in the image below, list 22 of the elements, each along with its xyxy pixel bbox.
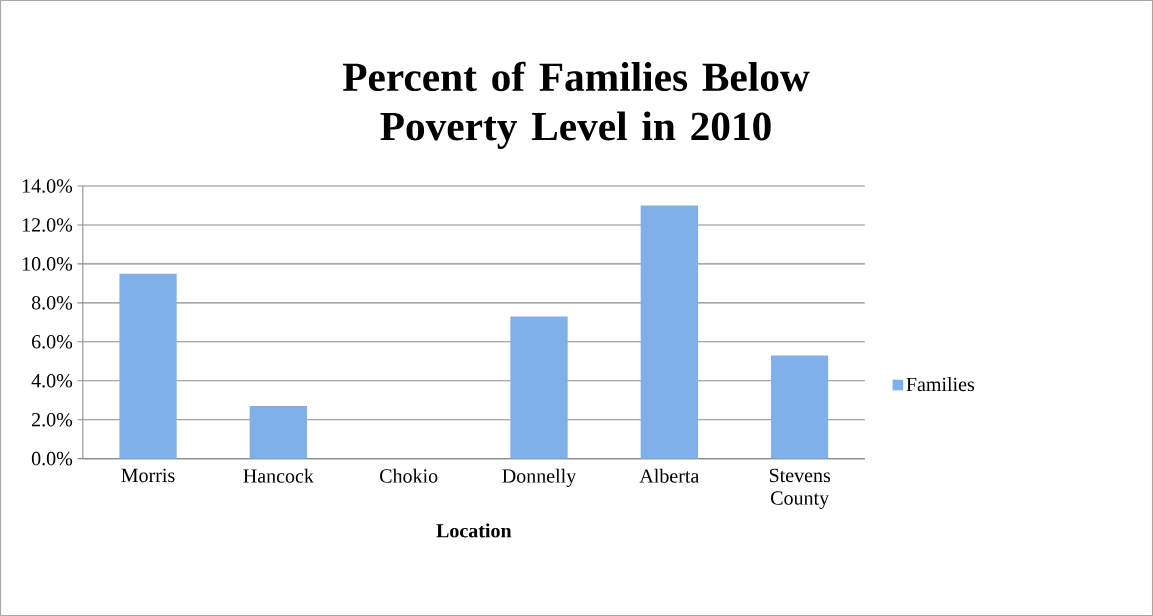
x-axis-title: Location — [436, 523, 512, 538]
y-tick-label: 8.0% — [31, 296, 73, 310]
bar — [510, 316, 568, 459]
bar — [640, 205, 698, 459]
y-tick-label: 4.0% — [31, 373, 73, 388]
legend-label: Families — [906, 377, 975, 392]
y-tick-label: 0.0% — [31, 451, 73, 466]
x-tick-label: Hancock — [243, 468, 314, 483]
bar — [119, 273, 177, 459]
bar — [249, 406, 308, 459]
y-tick-label: 14.0% — [22, 179, 73, 193]
y-tick-label: 10.0% — [22, 257, 73, 271]
y-tick-label: 12.0% — [22, 218, 73, 232]
x-tick-label: Alberta — [639, 468, 700, 483]
x-tick-label: Stevens County — [769, 468, 831, 509]
x-tick-label: Donnelly — [502, 468, 577, 487]
x-tick-label: Chokio — [380, 468, 438, 483]
y-tick-label: 2.0% — [32, 412, 73, 427]
x-tick-label: Morris — [121, 468, 175, 483]
chart-title: Percent of Families Below Poverty Level in 2010 — [342, 61, 810, 150]
bar — [771, 355, 829, 459]
y-tick-label: 6.0% — [32, 335, 73, 349]
